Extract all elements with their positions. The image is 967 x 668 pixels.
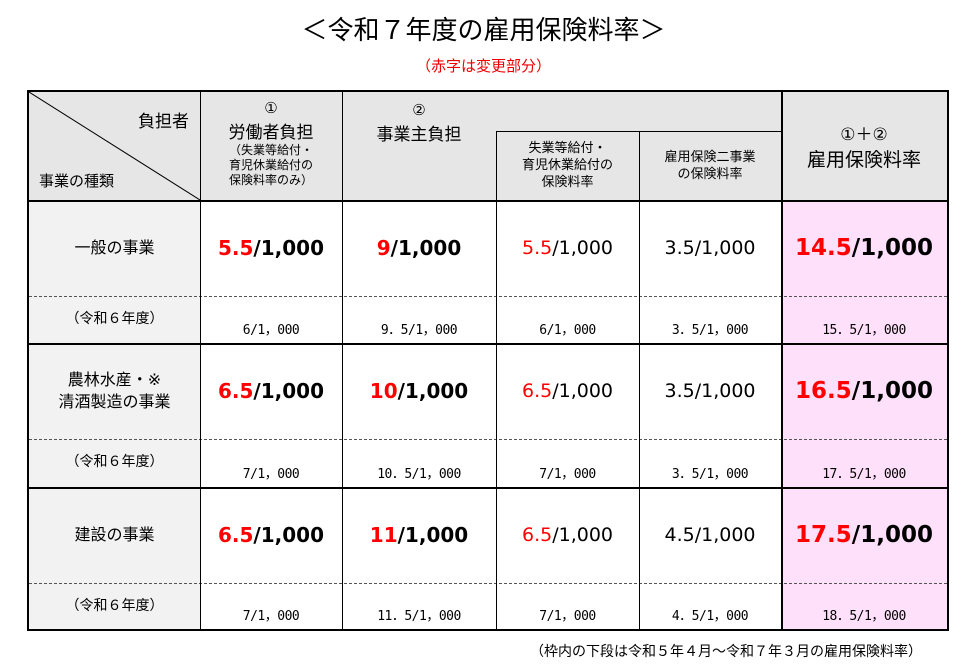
header-background: [29, 92, 947, 200]
total-background: [781, 343, 947, 487]
dotted-divider: [29, 583, 947, 584]
sub2-prev-rate: 4．5/1，000: [671, 609, 749, 624]
total-rate: 16.5/1,000: [781, 343, 947, 439]
sub1-prev-rate: 7/1，000: [539, 467, 596, 482]
denominator: /1,000: [851, 522, 933, 548]
sub1-prev-rate: 6/1，000: [539, 323, 596, 338]
denominator: /1,000: [851, 235, 933, 261]
col-divider: [342, 92, 343, 629]
employer-rate: 11/1,000: [342, 487, 496, 583]
employer-header: ② 事業主負担: [342, 100, 496, 150]
changed-value: 10: [369, 379, 398, 403]
denominator: /1,000: [253, 236, 324, 260]
worker-note: （失業等給付・ 育児休業給付の 保険料率のみ）: [228, 143, 313, 187]
row-label: 一般の事業: [29, 200, 200, 296]
changed-value: 11: [369, 523, 398, 547]
changed-value: 17.5: [795, 522, 852, 548]
employer-prev-rate: 11．5/1，000: [377, 609, 461, 624]
changed-value: 14.5: [795, 235, 852, 261]
subheader-divider: [496, 131, 781, 132]
diagonal-line: [29, 92, 200, 200]
employer-rate: 10/1,000: [342, 343, 496, 439]
total-prev-rate: 18．5/1，000: [822, 609, 906, 624]
sub2-prev-rate: 3．5/1，000: [671, 467, 749, 482]
changed-value: 6.5: [521, 524, 553, 546]
worker-num: ①: [264, 99, 278, 117]
row-divider: [29, 200, 947, 202]
changed-value: 16.5: [795, 378, 852, 404]
worker-prev-rate: 7/1，000: [242, 609, 300, 624]
denominator: /1,000: [253, 379, 324, 403]
changed-value: 5.5: [217, 236, 254, 260]
changed-value: 6.5: [217, 379, 254, 403]
total-title: 雇用保険料率: [806, 149, 921, 171]
worker-prev-rate: 7/1，000: [242, 467, 300, 482]
subtitle-note: （赤字は変更部分）: [415, 57, 551, 75]
changed-value: 5.5: [521, 237, 553, 259]
employer-prev-rate: 10．5/1，000: [377, 467, 461, 482]
dotted-divider: [29, 296, 947, 297]
denominator: /1,000: [397, 523, 469, 547]
changed-value: 6.5: [521, 380, 553, 402]
prev-year-label: （令和６年度）: [29, 296, 200, 343]
footnote: （枠内の下段は令和５年４月～令和７年３月の雇用保険料率）: [530, 644, 922, 660]
diag-top-label: 負担者: [138, 111, 189, 132]
insurance-rate-table: 負担者 事業の種類 ① 労働者負担 （失業等給付・ 育児休業給付の 保険料率のみ…: [27, 90, 949, 631]
employer-num: ②: [412, 101, 426, 119]
employer-sub1-header: 失業等給付・ 育児休業給付の 保険料率: [521, 141, 613, 190]
diag-bottom-label: 事業の種類: [39, 172, 115, 190]
total-prev-rate: 15．5/1，000: [822, 323, 906, 338]
denominator: /1,000: [851, 378, 933, 404]
changed-value: 6.5: [217, 523, 254, 547]
employer-sub2-header: 雇用保険二事業 の保険料率: [664, 149, 756, 182]
row-divider: [29, 343, 947, 345]
row-label: 建設の事業: [29, 487, 200, 583]
col-divider: [781, 92, 783, 629]
worker-rate: 6.5/1,000: [200, 343, 342, 439]
prev-year-label: （令和６年度）: [29, 439, 200, 487]
page-title: ＜令和７年度の雇用保険料率＞: [301, 16, 666, 46]
total-num: ①＋②: [840, 125, 888, 145]
col-divider: [200, 92, 201, 629]
col-divider: [639, 131, 640, 629]
sub1-rate: 6.5/1,000: [496, 343, 639, 439]
total-background: [781, 487, 947, 629]
sub1-prev-rate: 7/1，000: [539, 609, 596, 624]
sub2-rate: 3.5/1,000: [664, 237, 756, 259]
employer-title: 事業主負担: [376, 125, 462, 145]
sub1-rate: 6.5/1,000: [496, 487, 639, 583]
employer-prev-rate: 9．5/1，000: [380, 323, 458, 338]
denominator: /1,000: [397, 379, 469, 403]
sub2-rate: 3.5/1,000: [664, 380, 756, 402]
total-background: [781, 200, 947, 343]
row-label: 農林水産・※ 清酒製造の事業: [29, 343, 200, 439]
denominator: /1,000: [253, 523, 324, 547]
row-divider: [29, 487, 947, 489]
worker-rate: 6.5/1,000: [200, 487, 342, 583]
employer-rate: 9/1,000: [342, 200, 496, 296]
dotted-divider: [29, 439, 947, 440]
denominator: /1,000: [552, 524, 613, 546]
worker-header: ① 労働者負担 （失業等給付・ 育児休業給付の 保険料率のみ）: [200, 98, 342, 198]
total-header: ①＋② 雇用保険料率: [781, 92, 947, 200]
denominator: /1,000: [390, 236, 462, 260]
worker-rate: 5.5/1,000: [200, 200, 342, 296]
changed-value: 9: [376, 236, 391, 260]
total-prev-rate: 17．5/1，000: [822, 467, 906, 482]
sub1-rate: 5.5/1,000: [496, 200, 639, 296]
denominator: /1,000: [552, 380, 613, 402]
denominator: /1,000: [552, 237, 613, 259]
prev-year-label: （令和６年度）: [29, 583, 200, 629]
worker-title: 労働者負担: [228, 123, 314, 143]
sub2-prev-rate: 3．5/1，000: [671, 323, 749, 338]
worker-prev-rate: 6/1，000: [242, 323, 300, 338]
sub2-rate: 4.5/1,000: [664, 524, 756, 546]
col-divider: [496, 131, 497, 629]
total-rate: 14.5/1,000: [781, 200, 947, 296]
total-rate: 17.5/1,000: [781, 487, 947, 583]
